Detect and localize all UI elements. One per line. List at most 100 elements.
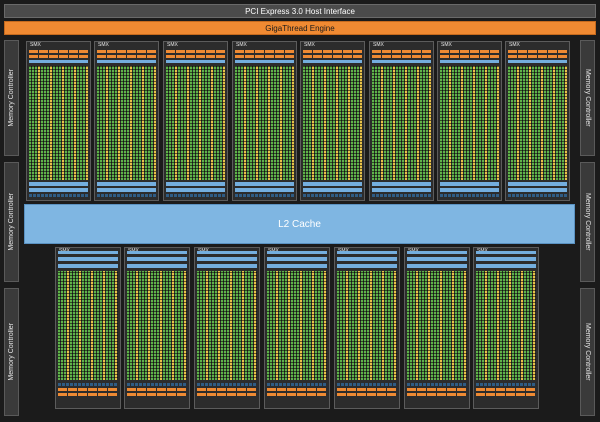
smx-label: SMX xyxy=(98,42,109,48)
smx-block: SMX xyxy=(94,41,159,201)
cuda-core-grid xyxy=(267,271,327,380)
texture-unit-row xyxy=(508,194,567,197)
texture-unit-row xyxy=(476,383,536,386)
smx-label: SMX xyxy=(236,42,247,48)
warp-scheduler-row xyxy=(267,393,327,396)
shared-memory xyxy=(29,182,88,186)
texture-unit-row xyxy=(337,383,397,386)
cuda-core-grid xyxy=(29,66,88,180)
texture-cache xyxy=(508,188,567,192)
smx-block: SMX xyxy=(473,247,539,409)
shared-memory xyxy=(267,257,327,261)
cuda-core-grid xyxy=(508,66,567,180)
register-file xyxy=(267,251,327,254)
texture-cache xyxy=(303,188,362,192)
warp-scheduler-row xyxy=(407,393,467,396)
pcie-host-interface: PCI Express 3.0 Host Interface xyxy=(4,4,596,18)
smx-block: SMX xyxy=(124,247,190,409)
smx-label: SMX xyxy=(441,42,452,48)
shared-memory xyxy=(337,257,397,261)
cuda-core-grid xyxy=(476,271,536,380)
memory-controller-label: Memory Controller xyxy=(584,323,591,381)
warp-scheduler-row xyxy=(127,393,187,396)
smx-block: SMX xyxy=(505,41,570,201)
shared-memory xyxy=(508,182,567,186)
warp-scheduler-row xyxy=(197,393,257,396)
texture-unit-row xyxy=(303,194,362,197)
smx-label: SMX xyxy=(509,42,520,48)
register-file xyxy=(337,251,397,254)
texture-cache xyxy=(372,188,431,192)
dispatch-unit-row xyxy=(337,388,397,391)
texture-unit-row xyxy=(29,194,88,197)
warp-scheduler-row xyxy=(337,393,397,396)
register-file xyxy=(372,60,431,63)
shared-memory xyxy=(440,182,499,186)
l2-cache-label: L2 Cache xyxy=(278,218,321,230)
warp-scheduler-row xyxy=(166,50,225,53)
cuda-core-grid xyxy=(197,271,257,380)
register-file xyxy=(127,251,187,254)
smx-label: SMX xyxy=(304,42,315,48)
shared-memory xyxy=(372,182,431,186)
smx-block: SMX xyxy=(232,41,297,201)
gigathread-engine: GigaThread Engine xyxy=(4,21,596,35)
dispatch-unit-row xyxy=(508,55,567,58)
warp-scheduler-row xyxy=(235,50,294,53)
smx-label: SMX xyxy=(167,42,178,48)
texture-cache xyxy=(267,264,327,268)
shared-memory xyxy=(235,182,294,186)
memory-controller-right-3: Memory Controller xyxy=(580,288,595,416)
shared-memory xyxy=(97,182,156,186)
dispatch-unit-row xyxy=(372,55,431,58)
register-file xyxy=(166,60,225,63)
register-file xyxy=(440,60,499,63)
cuda-core-grid xyxy=(166,66,225,180)
cuda-core-grid xyxy=(58,271,118,380)
dispatch-unit-row xyxy=(235,55,294,58)
texture-cache xyxy=(440,188,499,192)
smx-block: SMX xyxy=(300,41,365,201)
cuda-core-grid xyxy=(372,66,431,180)
dispatch-unit-row xyxy=(166,55,225,58)
smx-block: SMX xyxy=(404,247,470,409)
cuda-core-grid xyxy=(440,66,499,180)
shared-memory xyxy=(166,182,225,186)
smx-block: SMX xyxy=(437,41,502,201)
smx-block: SMX xyxy=(194,247,260,409)
texture-cache xyxy=(166,188,225,192)
texture-unit-row xyxy=(372,194,431,197)
texture-unit-row xyxy=(127,383,187,386)
texture-unit-row xyxy=(58,383,118,386)
warp-scheduler-row xyxy=(97,50,156,53)
dispatch-unit-row xyxy=(127,388,187,391)
warp-scheduler-row xyxy=(476,393,536,396)
register-file xyxy=(97,60,156,63)
memory-controller-label: Memory Controller xyxy=(8,69,15,127)
dispatch-unit-row xyxy=(29,55,88,58)
cuda-core-grid xyxy=(97,66,156,180)
register-file xyxy=(197,251,257,254)
texture-unit-row xyxy=(235,194,294,197)
smx-block: SMX xyxy=(264,247,330,409)
texture-unit-row xyxy=(97,194,156,197)
memory-controller-left-1: Memory Controller xyxy=(4,40,19,156)
smx-label: SMX xyxy=(30,42,41,48)
register-file xyxy=(476,251,536,254)
texture-cache xyxy=(476,264,536,268)
texture-cache xyxy=(337,264,397,268)
warp-scheduler-row xyxy=(508,50,567,53)
smx-block: SMX xyxy=(55,247,121,409)
dispatch-unit-row xyxy=(197,388,257,391)
cuda-core-grid xyxy=(127,271,187,380)
memory-controller-right-2: Memory Controller xyxy=(580,162,595,282)
pcie-label: PCI Express 3.0 Host Interface xyxy=(245,6,355,16)
warp-scheduler-row xyxy=(303,50,362,53)
texture-cache xyxy=(97,188,156,192)
smx-block: SMX xyxy=(26,41,91,201)
dispatch-unit-row xyxy=(440,55,499,58)
warp-scheduler-row xyxy=(440,50,499,53)
register-file xyxy=(407,251,467,254)
memory-controller-label: Memory Controller xyxy=(584,69,591,127)
cuda-core-grid xyxy=(337,271,397,380)
